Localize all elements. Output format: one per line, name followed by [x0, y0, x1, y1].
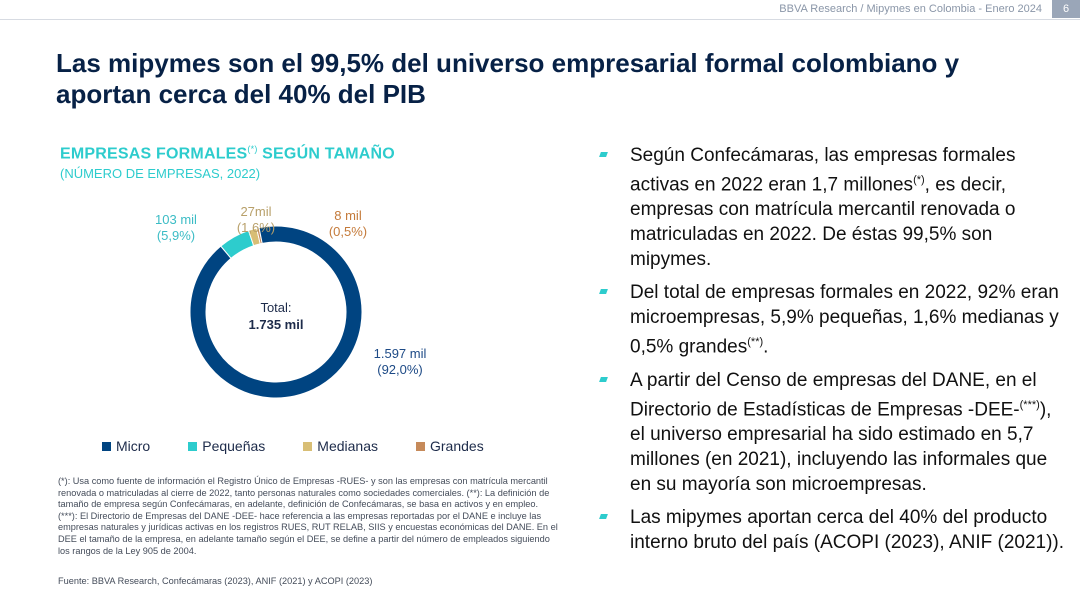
pct-label-micro: (92,0%): [377, 362, 423, 377]
donut-chart: 1.597 mil(92,0%) 103 mil(5,9%) 27mil(1,6%)…: [155, 204, 427, 399]
legend-swatch: [102, 441, 111, 451]
bullet-item: Del total de empresas formales en 2022, …: [599, 280, 1070, 359]
bullet-marker-icon: [599, 152, 608, 157]
bullet-text: Del total de empresas formales en 2022, …: [630, 282, 1059, 358]
legend-item-medianas: Medianas: [303, 438, 378, 454]
value-label-pequeñas: 103 mil: [155, 212, 197, 227]
pct-label-pequeñas: (5,9%): [157, 228, 195, 243]
legend-label: Medianas: [317, 438, 378, 454]
bullet-footnote-ref: (**): [747, 336, 764, 349]
bullet-footnote-ref: (***): [1019, 398, 1040, 411]
pct-label-grandes: (0,5%): [329, 224, 367, 239]
bullet-text-tail: ), el universo empresarial ha sido estim…: [630, 398, 1052, 495]
bullet-text: Según Confecámaras, las empresas formale…: [630, 145, 1016, 196]
top-rule: [0, 19, 1080, 20]
chart-title-text: EMPRESAS FORMALES: [60, 145, 248, 163]
chart-title-sup: (*): [247, 144, 258, 154]
bullet-text: Las mipymes aportan cerca del 40% del pr…: [630, 506, 1065, 553]
bullet-marker-icon: [599, 513, 608, 519]
slice-micro: [189, 225, 363, 399]
bullet-list: Según Confecámaras, las empresas formale…: [599, 143, 1070, 563]
legend-label: Pequeñas: [202, 438, 266, 454]
value-label-medianas: 27mil: [240, 204, 271, 219]
bullet-footnote-ref: (*): [913, 174, 925, 186]
legend-swatch: [416, 441, 425, 451]
chart-legend: Micro Pequeñas Medianas Grandes: [102, 438, 522, 454]
bullet-text: A partir del Censo de empresas del DANE,…: [630, 369, 1037, 420]
legend-swatch: [188, 441, 198, 451]
top-bar: BBVA Research / Mipymes en Colombia - En…: [0, 0, 1080, 20]
legend-item-pequeñas: Pequeñas: [188, 438, 265, 454]
bullet-marker-icon: [599, 376, 608, 382]
legend-label: Micro: [116, 438, 151, 454]
center-value: 1.735 mil: [249, 317, 304, 332]
source-note: Fuente: BBVA Research, Confecámaras (202…: [58, 576, 373, 586]
legend-item-micro: Micro: [102, 438, 150, 454]
page-number: 6: [1052, 0, 1080, 18]
bullet-text-tail: , es decir, empresas con matrícula merca…: [630, 174, 1016, 271]
bullet-item: Las mipymes aportan cerca del 40% del pr…: [599, 505, 1070, 555]
bullet-item: Según Confecámaras, las empresas formale…: [599, 143, 1070, 272]
chart-subtitle: (NÚMERO DE EMPRESAS, 2022): [60, 166, 261, 181]
page-title: Las mipymes son el 99,5% del universo em…: [56, 48, 960, 109]
bullet-marker-icon: [599, 289, 608, 295]
legend-swatch: [303, 441, 313, 451]
chart-title-suffix: SEGÚN TAMAÑO: [257, 145, 395, 163]
legend-label: Grandes: [430, 438, 484, 454]
chart-title: EMPRESAS FORMALES(*) SEGÚN TAMAÑO: [60, 144, 395, 163]
value-label-grandes: 8 mil: [334, 208, 362, 223]
value-label-micro: 1.597 mil: [374, 346, 427, 361]
bullet-text-tail: .: [763, 336, 769, 358]
legend-item-grandes: Grandes: [416, 438, 484, 454]
header-note: BBVA Research / Mipymes en Colombia - En…: [779, 3, 1042, 15]
pct-label-medianas: (1,6%): [237, 220, 275, 235]
center-label: Total:: [260, 300, 291, 315]
footnote: (*): Usa como fuente de información el R…: [58, 476, 558, 556]
bullet-item: A partir del Censo de empresas del DANE,…: [599, 368, 1070, 497]
